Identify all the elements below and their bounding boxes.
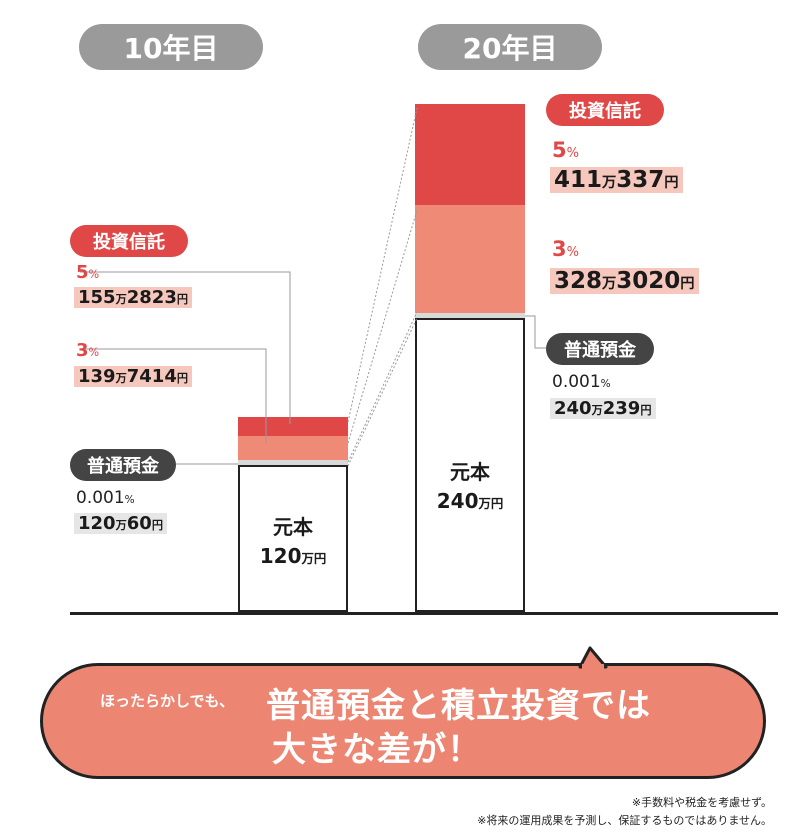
amount5-20-man: 411: [554, 167, 603, 193]
rate5-20-pct: %: [566, 146, 579, 161]
amount3-20-yen: 3020: [616, 268, 681, 294]
amount3-10-man: 139: [78, 366, 116, 387]
rate3-20: 3%: [552, 237, 579, 261]
note-1: ※手数料や税金を考慮せず。: [631, 796, 772, 809]
amount5-20-yen: 337: [616, 167, 665, 193]
amount5-10-yen-unit: 円: [176, 293, 189, 306]
amount-dep-20-yen-unit: 円: [640, 404, 652, 417]
amount-dep-10-yen-unit: 円: [151, 519, 163, 532]
bar-10-deposit: [238, 460, 348, 467]
connector-prin: [347, 317, 418, 467]
rate-dep-20-pct: %: [600, 378, 611, 390]
amount3-10: 139万7414円: [74, 366, 193, 387]
amount-dep-20-man: 240: [554, 398, 592, 419]
rate-dep-20: 0.001%: [552, 372, 611, 392]
amount5-10-yen: 2823: [126, 287, 177, 308]
deposit-tag-20: 普通預金: [546, 333, 654, 365]
rate3-20-pct: %: [566, 245, 579, 260]
amount-dep-10-man: 120: [78, 513, 116, 534]
amount3-10-yen-unit: 円: [176, 372, 189, 385]
rate-dep-10-num: 0.001: [76, 488, 125, 508]
principal-num-20: 240: [436, 489, 479, 513]
principal-label-20: 元本 240万円: [417, 458, 523, 516]
amount5-10: 155万2823円: [74, 287, 193, 308]
amount3-10-yen: 7414: [126, 366, 177, 387]
rate5-10-num: 5: [76, 262, 89, 283]
bar-20-trust-3: [415, 204, 525, 313]
amount3-20: 328万3020円: [550, 268, 699, 294]
rate-dep-20-num: 0.001: [552, 372, 601, 392]
baseline-10: [70, 612, 400, 615]
principal-num-10: 120: [259, 544, 302, 568]
trust-tag-20: 投資信託: [546, 94, 664, 126]
bar-20-trust-5: [415, 103, 525, 205]
rate3-10-pct: %: [88, 346, 100, 359]
principal-unit-10: 万円: [301, 551, 327, 566]
leader-10-r5: [80, 271, 291, 424]
rate5-10-pct: %: [88, 268, 100, 281]
principal-value-10: 120万円: [240, 542, 346, 571]
leader-10-r3: [80, 348, 267, 443]
amount-dep-10: 120万60円: [74, 513, 167, 534]
rate3-10: 3%: [76, 340, 99, 361]
amount-dep-20-man-unit: 万: [591, 404, 603, 417]
amount5-20: 411万337円: [550, 167, 683, 193]
rate-dep-10-pct: %: [124, 494, 135, 506]
bar-20-deposit: [415, 313, 525, 320]
trust-tag-10: 投資信託: [70, 225, 188, 257]
note-2: ※将来の運用成果を予測し、保証するものではありません。: [477, 814, 772, 827]
bar-20-principal: 元本 240万円: [415, 318, 525, 612]
amount3-20-yen-unit: 円: [680, 276, 695, 292]
amount5-10-man: 155: [78, 287, 116, 308]
year-label-10: 10年目: [79, 24, 263, 70]
principal-value-20: 240万円: [417, 487, 523, 516]
callout-line2: 大きな差が！: [272, 730, 482, 770]
rate-dep-10: 0.001%: [76, 488, 135, 508]
principal-unit-20: 万円: [478, 496, 504, 511]
principal-title-20: 元本: [450, 460, 490, 484]
callout-lead: ほったらかしでも、: [100, 692, 235, 710]
rate5-10: 5%: [76, 262, 99, 283]
rate5-20: 5%: [552, 138, 579, 162]
principal-label-10: 元本 120万円: [240, 513, 346, 571]
callout-bubble: [40, 663, 766, 779]
amount3-20-man-unit: 万: [602, 276, 617, 292]
connector-r3: [347, 209, 418, 444]
amount3-20-man: 328: [554, 268, 603, 294]
amount3-10-man-unit: 万: [115, 372, 127, 385]
rate5-20-num: 5: [552, 138, 567, 162]
deposit-tag-10: 普通預金: [70, 449, 176, 481]
amount-dep-10-man-unit: 万: [115, 519, 127, 532]
baseline-20: [398, 612, 778, 615]
callout-line1: 普通預金と積立投資では: [266, 686, 651, 726]
rate3-20-num: 3: [552, 237, 567, 261]
amount5-20-yen-unit: 円: [664, 175, 679, 191]
bar-10-trust-3: [238, 435, 348, 460]
amount-dep-10-yen: 60: [126, 513, 152, 534]
connector-dep: [347, 311, 418, 463]
principal-title-10: 元本: [273, 515, 313, 539]
connector-top: [347, 107, 418, 423]
amount-dep-20-yen: 239: [602, 398, 641, 419]
year-label-20: 20年目: [418, 24, 602, 70]
bar-10-principal: 元本 120万円: [238, 465, 348, 612]
leader-20-dep: [525, 315, 546, 349]
amount5-20-man-unit: 万: [602, 175, 617, 191]
rate3-10-num: 3: [76, 340, 89, 361]
amount-dep-20: 240万239円: [550, 398, 656, 419]
amount5-10-man-unit: 万: [115, 293, 127, 306]
